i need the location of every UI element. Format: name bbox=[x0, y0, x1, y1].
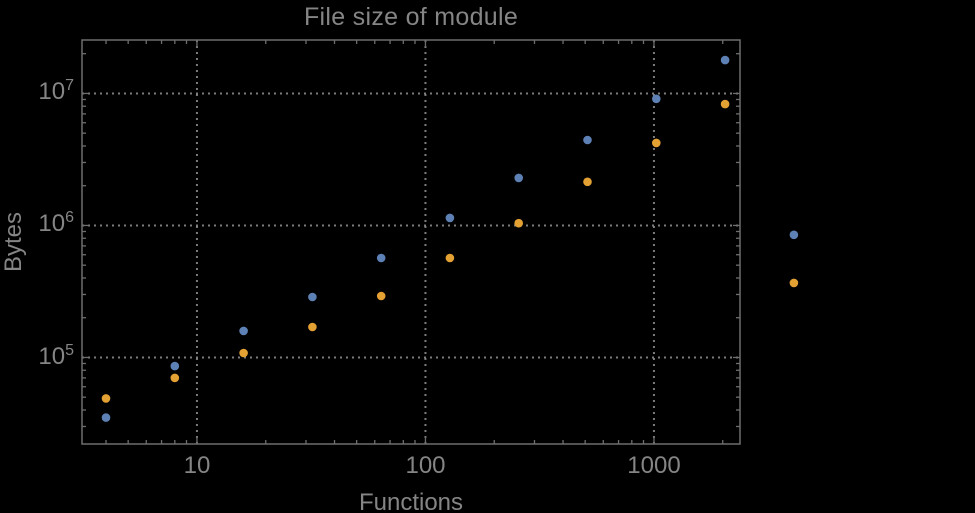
data-point-series-2-orange-x512 bbox=[583, 177, 592, 187]
y-tick-label: 105 bbox=[0, 341, 74, 370]
data-point-series-1-blue-x4096 bbox=[789, 230, 799, 240]
x-tick-label: 100 bbox=[405, 452, 446, 479]
y-tick-base: 10 bbox=[38, 210, 66, 238]
data-point-series-1-blue-x4 bbox=[101, 413, 111, 422]
x-axis-label: Functions bbox=[358, 489, 464, 513]
data-point-series-2-orange-x4096 bbox=[789, 278, 799, 288]
y-tick-exponent: 5 bbox=[65, 341, 74, 359]
y-tick-base: 10 bbox=[38, 78, 66, 106]
data-point-series-2-orange-x8 bbox=[170, 373, 180, 383]
data-point-series-1-blue-x512 bbox=[583, 135, 592, 145]
data-point-series-1-blue-x1024 bbox=[652, 94, 661, 104]
y-tick-exponent: 6 bbox=[65, 209, 74, 227]
data-point-series-2-orange-x64 bbox=[376, 291, 386, 301]
data-point-series-1-blue-x32 bbox=[308, 292, 317, 302]
data-point-series-2-orange-x128 bbox=[445, 253, 455, 263]
data-point-series-2-orange-x32 bbox=[308, 322, 317, 332]
x-tick-label: 10 bbox=[183, 452, 211, 479]
data-point-series-1-blue-x64 bbox=[376, 253, 386, 263]
x-tick-label: 1000 bbox=[627, 452, 681, 479]
data-point-series-2-orange-x1024 bbox=[652, 138, 661, 148]
data-point-series-1-blue-x128 bbox=[445, 213, 455, 223]
y-tick-base: 10 bbox=[38, 342, 66, 370]
data-point-series-1-blue-x16 bbox=[239, 326, 248, 336]
data-point-series-2-orange-x2048 bbox=[720, 99, 730, 109]
data-point-series-1-blue-x256 bbox=[514, 173, 523, 183]
chart-title: File size of module bbox=[303, 3, 519, 31]
y-tick-label: 106 bbox=[0, 209, 74, 238]
y-tick-exponent: 7 bbox=[65, 77, 74, 95]
y-tick-label: 107 bbox=[0, 77, 74, 106]
data-point-series-1-blue-x2048 bbox=[720, 55, 730, 65]
data-point-series-2-orange-x256 bbox=[514, 218, 523, 228]
data-point-series-1-blue-x8 bbox=[170, 361, 180, 371]
data-point-series-2-orange-x16 bbox=[239, 348, 248, 358]
data-point-series-2-orange-x4 bbox=[101, 394, 111, 403]
plot-frame bbox=[81, 39, 741, 445]
